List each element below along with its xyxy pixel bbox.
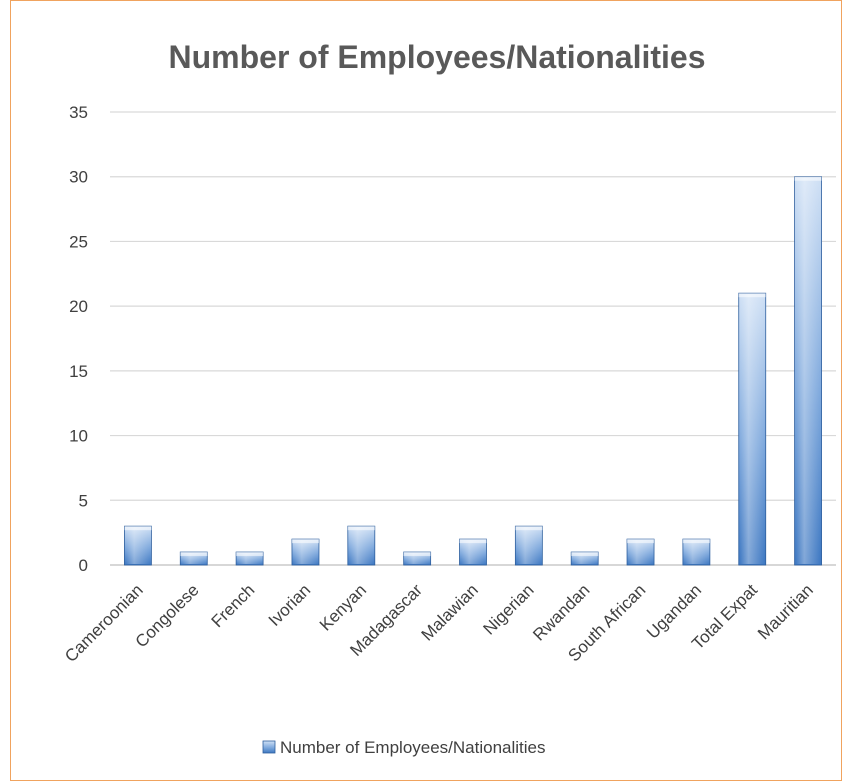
bar-cap xyxy=(571,552,599,557)
y-tick-label: 15 xyxy=(69,362,88,381)
bar-malawian xyxy=(459,538,487,566)
bar-cap xyxy=(291,539,319,544)
x-tick-label: Mauritian xyxy=(754,580,817,643)
bar-cap xyxy=(459,539,487,544)
bar-sheen xyxy=(181,553,207,564)
x-tick-label: Kenyan xyxy=(316,580,370,634)
bar-kenyan xyxy=(347,525,376,566)
y-tick-label: 5 xyxy=(79,491,88,510)
bar-sheen xyxy=(460,540,486,564)
y-tick-label: 30 xyxy=(69,168,88,187)
bar-cap xyxy=(347,526,375,531)
bar-sheen xyxy=(237,553,263,564)
bar-sheen xyxy=(404,553,430,564)
x-tick-label: Malawian xyxy=(418,580,482,644)
x-tick-label: French xyxy=(208,580,259,631)
y-tick-label: 10 xyxy=(69,427,88,446)
bar-cap xyxy=(236,552,264,557)
bars xyxy=(124,176,822,566)
y-axis-ticks: 0 5 10 15 20 25 30 35 xyxy=(69,103,88,575)
x-tick-label: Nigerian xyxy=(479,580,537,638)
bar-madagascar xyxy=(403,551,432,566)
bar-south-african xyxy=(626,538,655,566)
bar-sheen xyxy=(516,527,542,564)
legend-swatch xyxy=(262,740,276,754)
y-tick-label: 20 xyxy=(69,297,88,316)
bar-cap xyxy=(180,552,208,557)
bar-cap xyxy=(627,539,655,544)
bar-sheen xyxy=(683,540,709,564)
bar-cap xyxy=(515,526,543,531)
y-tick-label: 25 xyxy=(69,232,88,251)
gridlines xyxy=(110,111,836,566)
chart-frame xyxy=(10,0,842,781)
bar-sheen xyxy=(292,540,318,564)
bar-french xyxy=(235,551,264,566)
bar-cap xyxy=(682,539,710,544)
bar-cap xyxy=(794,176,822,181)
bar-mauritian xyxy=(794,176,822,566)
bar-cap xyxy=(738,293,766,298)
bar-sheen xyxy=(739,294,765,564)
bar-sheen xyxy=(125,527,151,564)
bar-congolese xyxy=(179,551,208,566)
chart-title: Number of Employees/Nationalities xyxy=(168,39,705,75)
bar-sheen xyxy=(795,177,821,564)
bar-cap xyxy=(124,526,152,531)
legend-label: Number of Employees/Nationalities xyxy=(280,738,546,757)
bar-nigerian xyxy=(514,525,543,566)
bar-total-expat xyxy=(738,292,767,566)
bar-ivorian xyxy=(291,538,320,566)
x-tick-label: Ivorian xyxy=(265,580,315,630)
bar-sheen xyxy=(628,540,654,564)
y-tick-label: 0 xyxy=(79,556,88,575)
legend: Number of Employees/Nationalities xyxy=(262,738,546,757)
y-tick-label: 35 xyxy=(69,103,88,122)
bar-cap xyxy=(403,552,431,557)
bar-sheen xyxy=(572,553,598,564)
bar-rwandan xyxy=(570,551,599,566)
bar-ugandan xyxy=(682,538,711,566)
x-tick-label: Cameroonian xyxy=(61,580,147,666)
bar-sheen xyxy=(348,527,374,564)
bar-cameroonian xyxy=(124,525,152,566)
